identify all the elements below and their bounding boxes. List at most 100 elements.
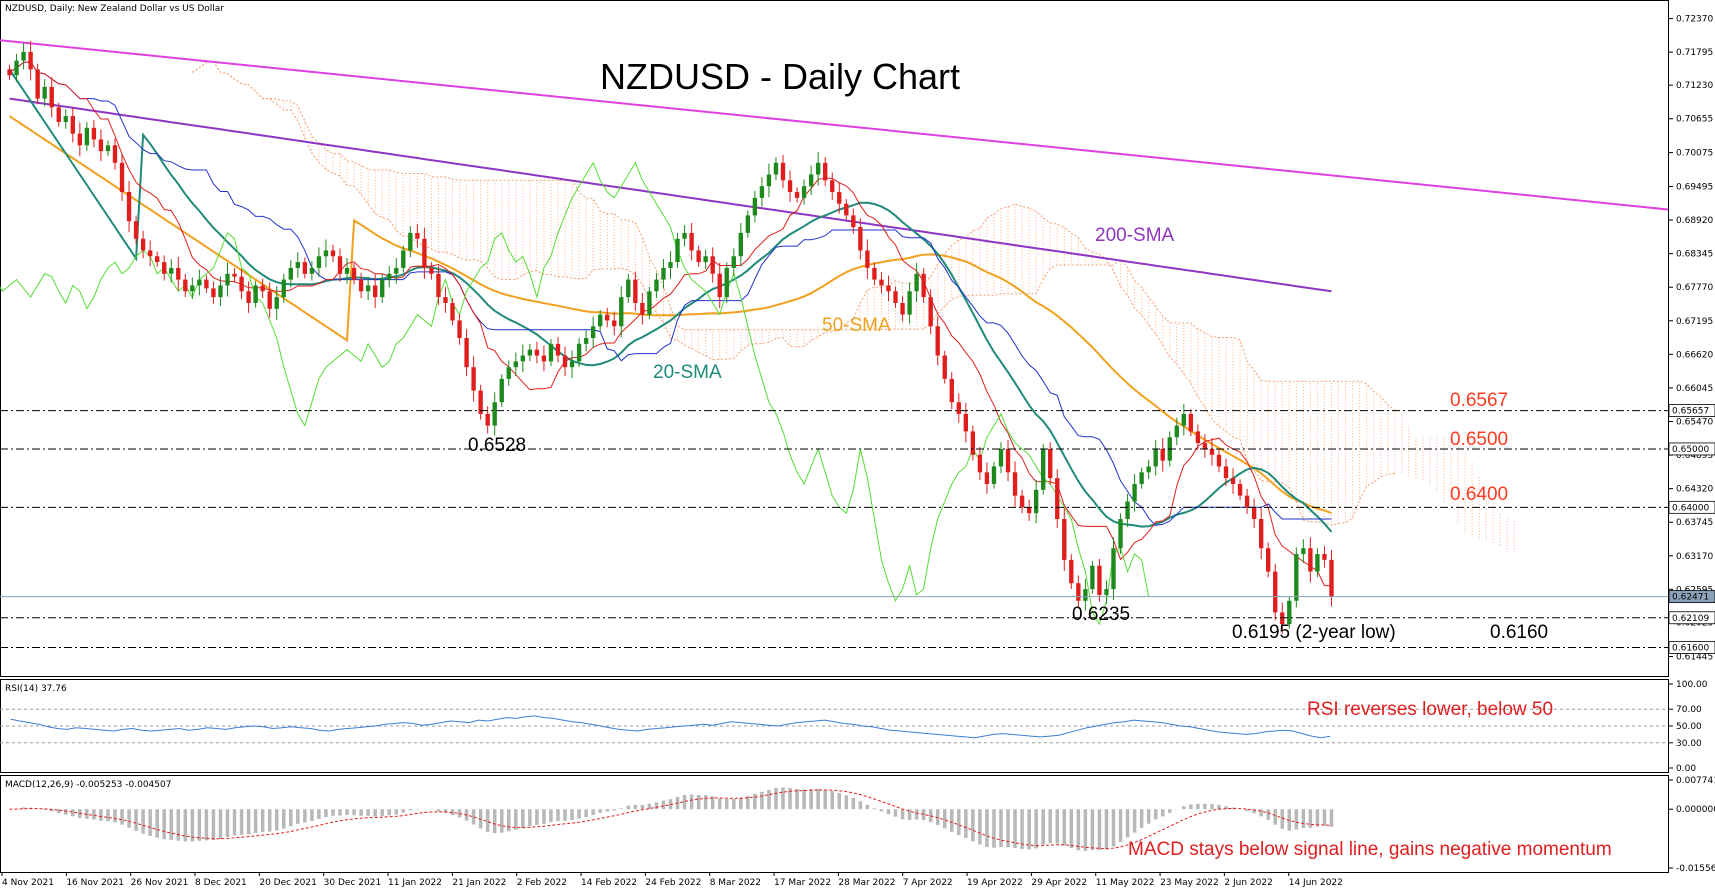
candle-body [1315, 554, 1320, 572]
candle [513, 352, 518, 377]
candle-body [197, 279, 202, 286]
candle-body [302, 262, 308, 274]
price-tag-label: 0.65657 [1672, 407, 1709, 417]
chikou-span-line [0, 161, 1150, 626]
sma-50-line [8, 115, 1332, 515]
candle [984, 462, 990, 494]
candle [1097, 558, 1102, 602]
candle [162, 255, 167, 281]
y-tick-label: 0.63745 [1676, 518, 1713, 528]
candle [401, 245, 406, 273]
candle [351, 263, 357, 285]
candle [1308, 537, 1313, 583]
rsi-y-tick-label: 100.00 [1676, 680, 1708, 690]
candle [851, 208, 856, 234]
candle [773, 157, 779, 181]
x-tick-label: 29 Apr 2022 [1031, 878, 1087, 888]
candle-body [1012, 472, 1018, 496]
candle-body [84, 127, 90, 146]
x-tick-label: 17 Mar 2022 [774, 878, 831, 888]
candle [787, 170, 793, 202]
candle-body [844, 203, 849, 216]
candle-body [654, 279, 659, 292]
y-tick-label: 0.64320 [1676, 485, 1713, 495]
candle-body [773, 162, 779, 175]
candle-body [696, 250, 701, 263]
candle-body [1005, 448, 1011, 473]
candle-body [541, 355, 547, 362]
candle-body [274, 297, 279, 309]
candle [1258, 508, 1264, 560]
candle [654, 272, 659, 299]
candle [1329, 549, 1334, 607]
candle [626, 273, 631, 303]
candle [541, 345, 547, 372]
candle-body [288, 267, 293, 280]
x-tick-label: 20 Dec 2021 [259, 878, 317, 888]
candle [408, 226, 413, 258]
candle-body [56, 107, 61, 122]
candle-body [752, 197, 758, 216]
candle-body [190, 285, 195, 292]
candle-body [1308, 548, 1313, 572]
candle [1146, 459, 1151, 480]
candle [815, 151, 821, 186]
candle-body [28, 51, 33, 70]
candle [1273, 563, 1278, 621]
candle [478, 384, 483, 420]
candle-body [119, 162, 125, 193]
candle [1139, 467, 1144, 489]
candle-body [176, 267, 181, 280]
candle [63, 109, 68, 129]
candle-body [1160, 448, 1165, 461]
candle [344, 258, 350, 284]
y-tick-label: 0.69495 [1676, 182, 1713, 192]
candle-body [506, 367, 511, 379]
candle [133, 215, 139, 245]
candle [1266, 542, 1271, 578]
candle [759, 177, 765, 207]
candle-body [823, 162, 828, 181]
candle [696, 245, 701, 267]
candle-body [408, 232, 413, 251]
candle [14, 53, 19, 83]
candle [647, 286, 652, 320]
candle-body [977, 454, 983, 473]
candle [1153, 440, 1158, 476]
candle [808, 165, 814, 196]
x-tick-label: 24 Feb 2022 [645, 878, 701, 888]
candle-body [759, 186, 765, 198]
candle [738, 222, 743, 267]
kijun-sen-line [9, 60, 1332, 526]
candle [253, 280, 258, 308]
candle [1062, 508, 1067, 571]
candle-body [724, 267, 729, 298]
candle [780, 155, 786, 189]
candle [1083, 579, 1088, 611]
candle-body [703, 256, 708, 263]
candle-body [443, 297, 448, 303]
candle [879, 271, 884, 294]
candle [752, 191, 758, 223]
candle [1174, 417, 1179, 446]
candle [7, 64, 12, 80]
y-tick-label: 0.70655 [1676, 115, 1713, 125]
price-tag-label: 0.62109 [1672, 614, 1709, 624]
candle [731, 248, 736, 276]
candle-body [1237, 483, 1243, 496]
macd-pane [0, 775, 1669, 873]
price-tag-label: 0.65000 [1672, 445, 1709, 455]
candle-body [787, 180, 793, 193]
candle [197, 269, 202, 296]
candle [239, 268, 244, 300]
candle [457, 313, 462, 345]
candle [225, 262, 230, 297]
candle [506, 360, 511, 386]
sma20-label: 20-SMA [653, 362, 722, 383]
candle-body [1146, 466, 1151, 473]
candle [21, 43, 26, 70]
y-tick-label: 0.68345 [1676, 250, 1713, 260]
candle [1125, 493, 1130, 527]
candle [274, 286, 279, 320]
candle-body [612, 320, 617, 327]
